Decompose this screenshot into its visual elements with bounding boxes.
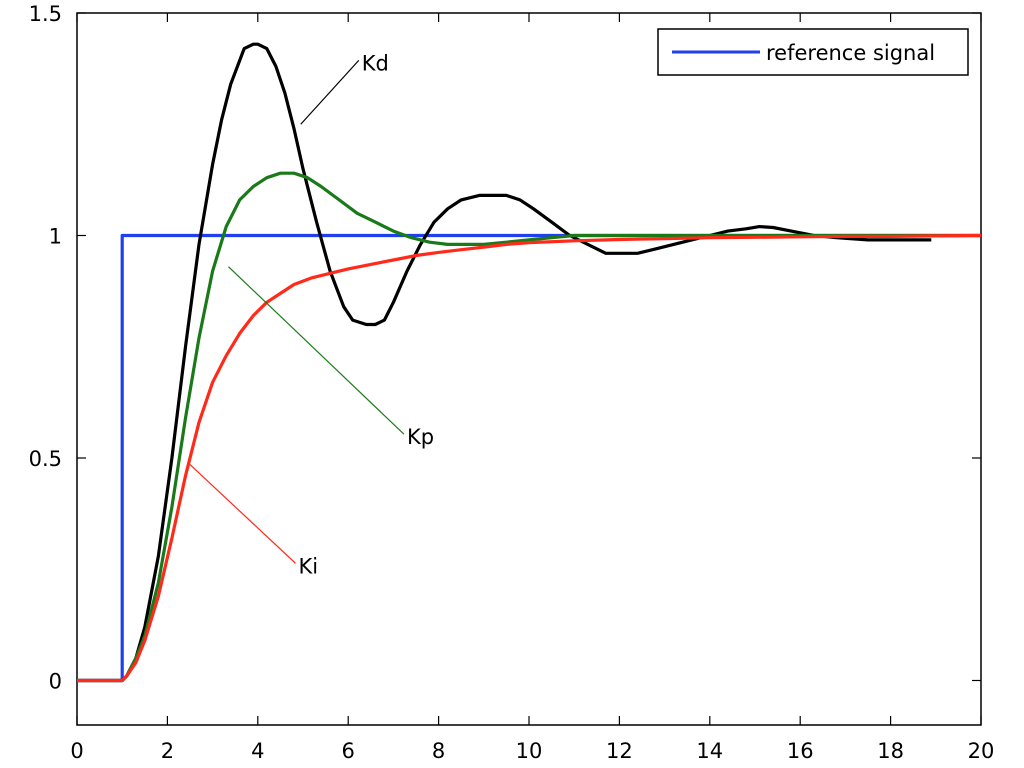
- x-tick-label: 2: [161, 739, 174, 763]
- annotation-layer: Kd Kp Ki: [187, 51, 434, 578]
- x-tick-label: 12: [606, 739, 633, 763]
- x-tick-label: 4: [251, 739, 264, 763]
- y-axis: 0 0.5 1 1.5: [29, 2, 981, 694]
- x-tick-label: 20: [968, 739, 995, 763]
- x-axis: 0 2 4 6 8 10 12 14 16 18 20: [70, 13, 994, 763]
- y-tick-label: 0.5: [29, 447, 62, 471]
- series-layer: [77, 42, 982, 683]
- legend-label-reference-signal: reference signal: [766, 41, 935, 65]
- x-tick-label: 18: [877, 739, 904, 763]
- annotation-leader-kd: [300, 59, 360, 125]
- annotation-leader-ki: [187, 462, 296, 564]
- series-line-kd: [77, 42, 932, 683]
- y-tick-label: 1: [49, 225, 62, 249]
- annotation-label-ki: Ki: [298, 554, 318, 578]
- x-tick-label: 16: [787, 739, 814, 763]
- plot-area: [76, 12, 982, 726]
- y-tick-label: 1.5: [29, 2, 62, 26]
- x-tick-label: 6: [342, 739, 355, 763]
- series-line-ki: [77, 233, 982, 683]
- annotation-leader-kp: [228, 266, 405, 435]
- legend: reference signal: [657, 28, 969, 76]
- x-tick-label: 14: [696, 739, 723, 763]
- x-tick-label: 0: [70, 739, 83, 763]
- y-tick-label: 0: [49, 670, 62, 694]
- x-tick-label: 8: [432, 739, 445, 763]
- x-tick-label: 10: [516, 739, 543, 763]
- series-line-kp: [77, 171, 981, 683]
- annotation-label-kp: Kp: [407, 425, 434, 449]
- annotation-label-kd: Kd: [362, 51, 389, 75]
